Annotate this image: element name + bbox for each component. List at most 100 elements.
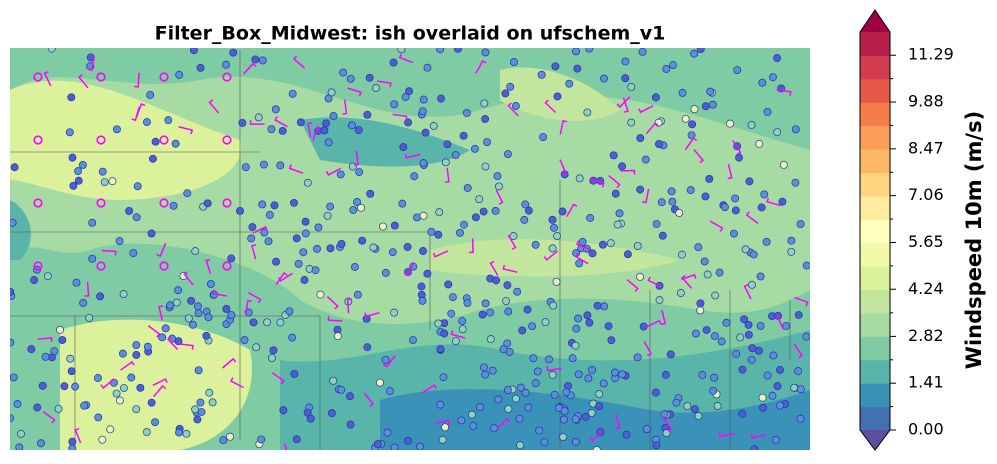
colorbar-band [860, 195, 890, 220]
station [50, 347, 59, 356]
station [443, 140, 452, 149]
station [700, 257, 709, 266]
wind-barb [727, 163, 733, 180]
station [573, 64, 582, 73]
station [278, 126, 287, 135]
wind-barb [275, 272, 288, 286]
station [518, 326, 527, 335]
station [478, 310, 487, 319]
wind-barb [312, 126, 322, 141]
station [657, 198, 666, 207]
wind-barb [166, 336, 179, 350]
station [560, 407, 569, 416]
colorbar-tick-label: 9.88 [908, 92, 944, 111]
station [204, 313, 213, 322]
wind-barb [101, 249, 117, 256]
station [65, 128, 74, 137]
station [539, 133, 548, 141]
station [458, 317, 467, 326]
station [373, 440, 382, 449]
station [276, 318, 285, 327]
station [401, 93, 410, 101]
colorbar-tick-label: 1.41 [908, 373, 944, 392]
station [410, 172, 419, 181]
station [588, 249, 597, 258]
station [324, 94, 333, 103]
wind-barb [74, 427, 82, 444]
station [611, 189, 620, 198]
station [655, 296, 664, 305]
wind-barb [277, 272, 293, 282]
station [747, 121, 756, 129]
station [773, 54, 782, 63]
station [363, 343, 372, 352]
station [440, 329, 449, 338]
station [481, 162, 490, 171]
wind-barb [212, 289, 227, 297]
station [419, 159, 428, 168]
station [172, 298, 181, 307]
colorbar-band [860, 78, 890, 103]
station [93, 374, 102, 382]
station [362, 314, 371, 323]
wind-barb [495, 189, 504, 205]
station [108, 177, 117, 186]
station [418, 107, 427, 116]
station [639, 322, 648, 331]
station [535, 426, 544, 435]
station [571, 341, 580, 350]
grid-point [33, 135, 43, 145]
station [463, 183, 472, 192]
station [586, 213, 595, 222]
station [98, 167, 107, 176]
station [655, 140, 663, 149]
station [196, 63, 205, 72]
station [322, 119, 331, 128]
station [363, 110, 372, 119]
station [503, 339, 512, 348]
station [174, 286, 183, 295]
station [267, 125, 276, 134]
station [575, 259, 584, 268]
wind-barb [732, 140, 742, 155]
station [327, 409, 336, 418]
wind-barb [608, 174, 621, 189]
station [337, 239, 346, 248]
station [763, 108, 772, 116]
station [339, 68, 348, 77]
station [636, 272, 645, 281]
station [375, 378, 384, 387]
station [436, 48, 445, 54]
station [88, 218, 97, 227]
wind-barb [559, 119, 568, 135]
station [488, 366, 497, 375]
grid-point [96, 72, 106, 82]
station [701, 102, 710, 111]
station [10, 287, 15, 296]
wind-barb [274, 116, 288, 128]
station [72, 278, 81, 287]
wind-barb [590, 178, 605, 188]
station [329, 376, 338, 385]
wind-barb [404, 153, 421, 159]
station [615, 209, 624, 218]
station [623, 250, 632, 259]
wind-barb [325, 167, 342, 176]
station [574, 370, 583, 379]
station [703, 270, 712, 279]
station [222, 60, 231, 69]
station [600, 74, 608, 83]
station [717, 337, 726, 346]
station [551, 62, 560, 71]
station [470, 144, 479, 153]
station [708, 100, 717, 109]
wind-barb [347, 87, 362, 97]
station [575, 174, 584, 183]
station [481, 299, 490, 308]
wind-barb [247, 291, 262, 304]
wind-barb [662, 416, 673, 432]
wind-barb [544, 99, 557, 114]
station [479, 363, 488, 372]
wind-barb [292, 55, 306, 69]
station [67, 93, 76, 102]
